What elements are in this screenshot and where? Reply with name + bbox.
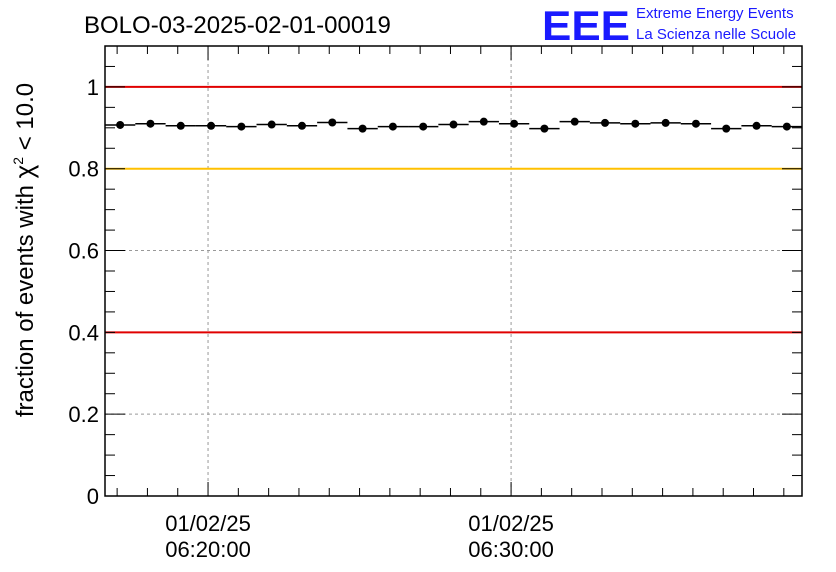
- data-point-14: [540, 124, 549, 133]
- x-tick-label-date-0: 01/02/25: [165, 511, 251, 536]
- x-tick-label-time-1: 06:30:00: [468, 537, 554, 562]
- y-tick-label-4: 0.8: [68, 157, 99, 182]
- plot-frame: [104, 45, 803, 497]
- y-tick-label-2: 0.4: [68, 320, 99, 345]
- data-point-22: [782, 122, 791, 131]
- y-axis-label: fraction of events with χ2 < 10.0: [9, 83, 39, 417]
- plot-area: 00.20.40.60.8101/02/2506:20:0001/02/2506…: [68, 45, 803, 562]
- logo-line1: Extreme Energy Events: [636, 5, 794, 22]
- y-tick-label-5: 1: [87, 75, 99, 100]
- y-tick-label-1: 0.2: [68, 402, 99, 427]
- x-tick-label-date-1: 01/02/25: [468, 511, 554, 536]
- data-point-5: [267, 120, 276, 129]
- data-point-4: [237, 122, 246, 131]
- y-tick-label-0: 0: [87, 484, 99, 509]
- data-point-2: [176, 121, 185, 130]
- data-point-3: [207, 121, 216, 130]
- x-tick-label-time-0: 06:20:00: [165, 537, 251, 562]
- y-tick-label-3: 0.6: [68, 239, 99, 264]
- eee-logo: EEE Extreme Energy Events La Scienza nel…: [542, 2, 796, 49]
- data-point-1: [146, 119, 155, 128]
- logo-line2: La Scienza nelle Scuole: [636, 26, 796, 43]
- logo-mark: EEE: [542, 2, 630, 49]
- data-point-11: [449, 120, 458, 129]
- data-point-15: [570, 117, 579, 126]
- data-point-0: [116, 120, 125, 129]
- data-point-21: [752, 121, 761, 130]
- data-point-8: [358, 124, 367, 133]
- chart-title: BOLO-03-2025-02-01-00019: [84, 12, 391, 39]
- data-point-10: [419, 122, 428, 131]
- data-point-16: [601, 118, 610, 127]
- data-point-9: [388, 122, 397, 131]
- data-point-13: [510, 119, 519, 128]
- data-point-12: [479, 117, 488, 126]
- data-point-18: [661, 118, 670, 127]
- data-point-20: [722, 124, 731, 133]
- data-point-7: [328, 118, 337, 127]
- data-point-19: [691, 119, 700, 128]
- data-point-6: [297, 121, 306, 130]
- data-point-17: [631, 119, 640, 128]
